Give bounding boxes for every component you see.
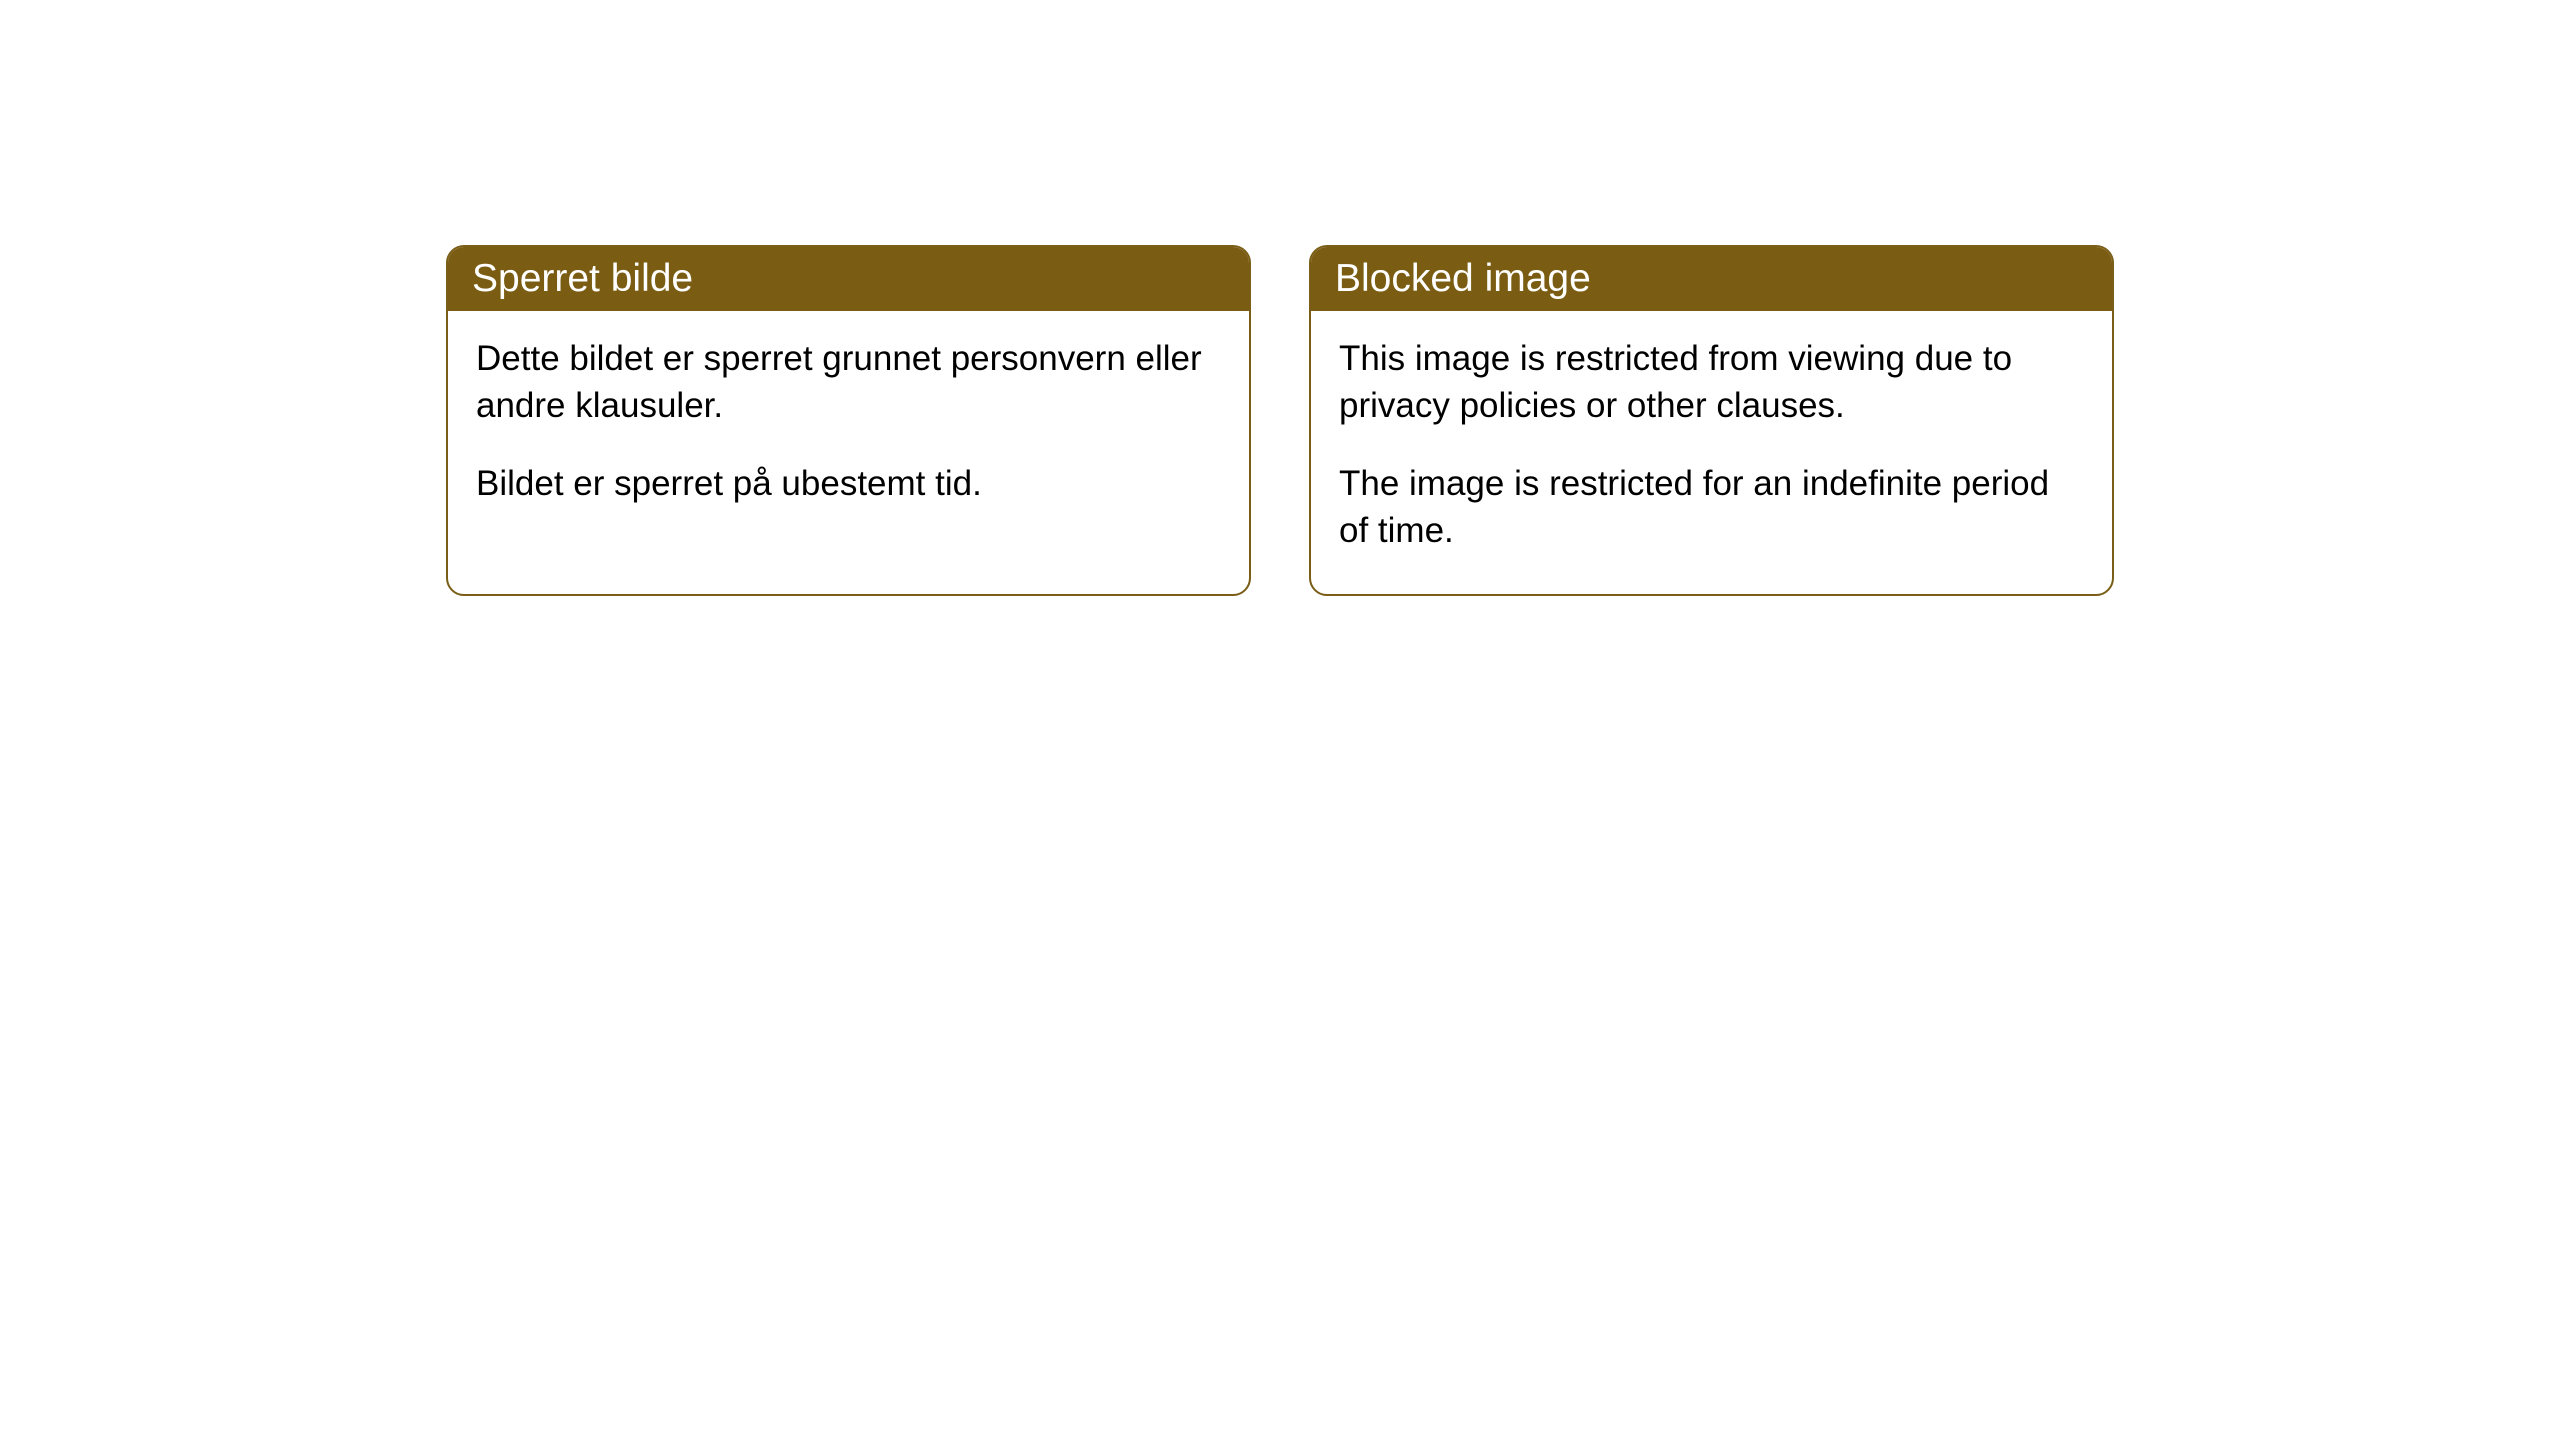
card-paragraph-2: Bildet er sperret på ubestemt tid. [476,460,1221,507]
card-paragraph-1: Dette bildet er sperret grunnet personve… [476,335,1221,430]
card-header: Sperret bilde [448,247,1249,311]
card-title: Sperret bilde [472,257,693,300]
notice-cards-container: Sperret bilde Dette bildet er sperret gr… [0,245,2560,596]
card-body: Dette bildet er sperret grunnet personve… [448,311,1249,547]
card-paragraph-1: This image is restricted from viewing du… [1339,335,2084,430]
card-header: Blocked image [1311,247,2112,311]
card-title: Blocked image [1335,257,1591,300]
notice-card-norwegian: Sperret bilde Dette bildet er sperret gr… [446,245,1251,596]
card-body: This image is restricted from viewing du… [1311,311,2112,594]
card-paragraph-2: The image is restricted for an indefinit… [1339,460,2084,555]
notice-card-english: Blocked image This image is restricted f… [1309,245,2114,596]
